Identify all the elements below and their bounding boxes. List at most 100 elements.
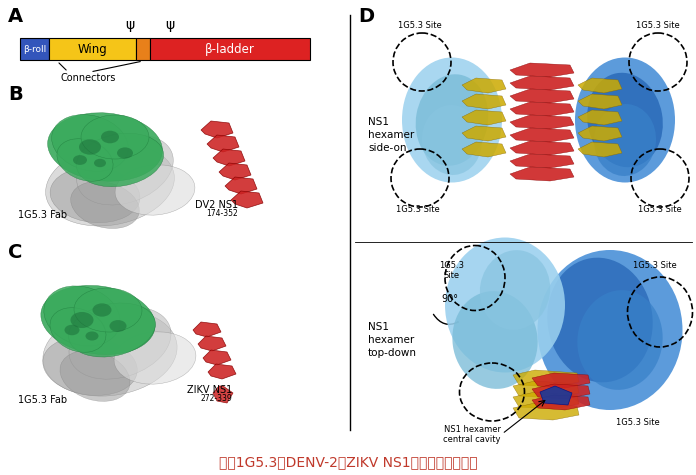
Ellipse shape <box>71 181 139 228</box>
Ellipse shape <box>575 57 675 182</box>
Ellipse shape <box>115 165 195 215</box>
Text: 1G5.3 Site: 1G5.3 Site <box>616 418 660 427</box>
Polygon shape <box>462 78 506 93</box>
Ellipse shape <box>547 257 653 382</box>
Text: 90°: 90° <box>441 294 459 304</box>
Polygon shape <box>510 167 574 181</box>
FancyBboxPatch shape <box>136 38 150 60</box>
Ellipse shape <box>60 351 130 401</box>
Text: 174-352: 174-352 <box>206 209 238 218</box>
Ellipse shape <box>50 167 140 223</box>
Ellipse shape <box>69 303 155 357</box>
Ellipse shape <box>480 250 550 330</box>
Text: 1G5.3
Site: 1G5.3 Site <box>439 261 464 280</box>
Text: D: D <box>358 7 374 26</box>
Polygon shape <box>510 102 574 116</box>
Ellipse shape <box>422 105 482 175</box>
Text: B: B <box>8 85 23 104</box>
Ellipse shape <box>109 320 127 332</box>
Ellipse shape <box>65 325 79 335</box>
Text: C: C <box>8 243 22 262</box>
Ellipse shape <box>114 332 196 384</box>
Text: NS1
hexamer
side-on: NS1 hexamer side-on <box>368 117 414 153</box>
Polygon shape <box>213 386 233 403</box>
Polygon shape <box>513 392 579 409</box>
Ellipse shape <box>402 57 502 182</box>
Ellipse shape <box>52 114 128 171</box>
Ellipse shape <box>79 139 101 155</box>
Ellipse shape <box>43 310 177 396</box>
Polygon shape <box>510 154 574 168</box>
Polygon shape <box>510 89 574 103</box>
Ellipse shape <box>70 312 93 328</box>
Text: 抗体1G5.3与DENV-2及ZIKV NS1的复合物晶体结构: 抗体1G5.3与DENV-2及ZIKV NS1的复合物晶体结构 <box>219 455 477 469</box>
Text: Connectors: Connectors <box>61 73 116 83</box>
Text: 1G5.3 Site: 1G5.3 Site <box>633 261 677 270</box>
Ellipse shape <box>46 144 175 226</box>
Polygon shape <box>578 126 622 141</box>
Ellipse shape <box>57 139 113 181</box>
Ellipse shape <box>81 115 149 159</box>
FancyArrowPatch shape <box>434 314 458 324</box>
Polygon shape <box>510 76 574 90</box>
Ellipse shape <box>452 291 537 389</box>
Ellipse shape <box>74 288 142 332</box>
Polygon shape <box>513 403 579 420</box>
Polygon shape <box>510 115 574 129</box>
Polygon shape <box>462 142 506 157</box>
Text: ψ: ψ <box>125 18 134 32</box>
Polygon shape <box>208 364 236 379</box>
Polygon shape <box>532 395 590 410</box>
Polygon shape <box>513 381 579 398</box>
Ellipse shape <box>77 133 164 187</box>
Text: DV2 NS1: DV2 NS1 <box>195 200 238 210</box>
Text: A: A <box>8 7 23 26</box>
Ellipse shape <box>101 131 119 143</box>
Polygon shape <box>532 373 590 388</box>
Ellipse shape <box>47 113 162 181</box>
FancyBboxPatch shape <box>20 38 49 60</box>
Ellipse shape <box>77 135 173 205</box>
Polygon shape <box>225 177 257 194</box>
Text: ZIKV NS1: ZIKV NS1 <box>187 385 232 395</box>
Polygon shape <box>193 322 221 337</box>
Polygon shape <box>219 163 251 180</box>
Polygon shape <box>578 78 622 93</box>
Polygon shape <box>578 142 622 157</box>
Ellipse shape <box>594 104 656 176</box>
Polygon shape <box>513 370 579 387</box>
Polygon shape <box>510 141 574 155</box>
Text: NS1 hexamer
central cavity: NS1 hexamer central cavity <box>443 425 500 444</box>
Text: 272-339: 272-339 <box>200 394 232 403</box>
Ellipse shape <box>94 159 106 167</box>
Polygon shape <box>213 149 245 166</box>
Polygon shape <box>510 63 574 77</box>
Ellipse shape <box>50 308 106 352</box>
Ellipse shape <box>537 250 683 410</box>
Ellipse shape <box>416 74 489 166</box>
FancyBboxPatch shape <box>49 38 136 60</box>
Text: 1G5.3 Site: 1G5.3 Site <box>396 205 440 214</box>
Text: ψ: ψ <box>166 18 175 32</box>
Text: 1G5.3 Site: 1G5.3 Site <box>398 21 442 30</box>
Text: 1G5.3 Fab: 1G5.3 Fab <box>18 395 67 405</box>
Text: NS1
hexamer
top-down: NS1 hexamer top-down <box>368 322 417 358</box>
Polygon shape <box>578 94 622 109</box>
Text: 1G5.3 Site: 1G5.3 Site <box>638 205 682 214</box>
Ellipse shape <box>69 307 171 379</box>
Ellipse shape <box>93 304 111 317</box>
Polygon shape <box>462 110 506 125</box>
Polygon shape <box>198 336 226 351</box>
Polygon shape <box>201 121 233 138</box>
Ellipse shape <box>587 73 663 167</box>
Polygon shape <box>540 386 572 405</box>
Ellipse shape <box>117 147 133 159</box>
Ellipse shape <box>445 238 565 372</box>
FancyBboxPatch shape <box>150 38 310 60</box>
Polygon shape <box>207 135 239 152</box>
Text: Wing: Wing <box>78 42 107 56</box>
Ellipse shape <box>578 290 663 390</box>
Polygon shape <box>462 94 506 109</box>
Text: 1G5.3 Site: 1G5.3 Site <box>636 21 680 30</box>
Polygon shape <box>578 110 622 125</box>
